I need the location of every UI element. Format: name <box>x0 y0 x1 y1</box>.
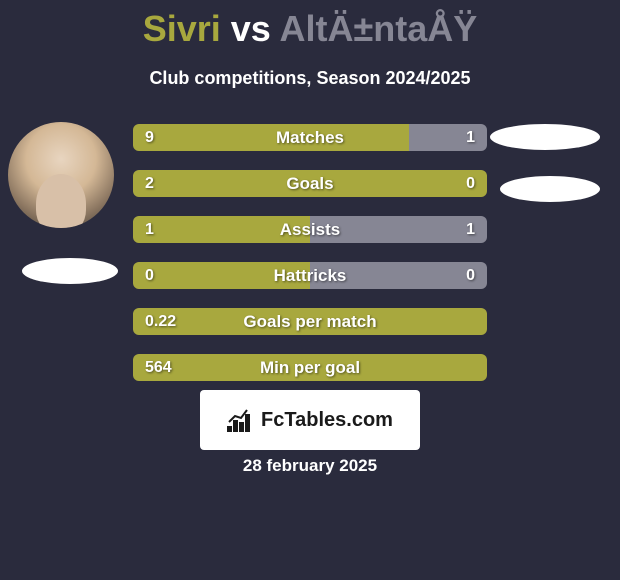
stat-value-left: 9 <box>145 124 154 151</box>
stat-label: Matches <box>133 124 487 151</box>
stat-label: Min per goal <box>133 354 487 381</box>
stat-value-right: 0 <box>466 262 475 289</box>
branding-badge: FcTables.com <box>200 390 420 450</box>
title-vs: vs <box>231 8 271 49</box>
stat-label: Assists <box>133 216 487 243</box>
stat-row: Matches9 1 <box>133 124 487 151</box>
stat-row: Min per goal564 <box>133 354 487 381</box>
player1-shadow <box>22 258 118 284</box>
player2-shadow-bottom <box>500 176 600 202</box>
subtitle: Club competitions, Season 2024/2025 <box>0 68 620 89</box>
stat-row: Hattricks0 0 <box>133 262 487 289</box>
stat-value-right: 1 <box>466 216 475 243</box>
stat-value-left: 0.22 <box>145 308 176 335</box>
stat-value-left: 564 <box>145 354 172 381</box>
title-player2: AltÄ±ntaÅŸ <box>280 8 478 49</box>
date-text: 28 february 2025 <box>0 456 620 476</box>
stats-container: Matches91Goals20Assists11Hattricks00Goal… <box>133 124 487 400</box>
player2-shadow-top <box>490 124 600 150</box>
stat-label: Goals per match <box>133 308 487 335</box>
stat-value-right: 0 <box>466 170 475 197</box>
stat-row: Assists1 1 <box>133 216 487 243</box>
stat-row: Goals2 0 <box>133 170 487 197</box>
stat-value-left: 0 <box>145 262 154 289</box>
branding-text: FcTables.com <box>261 409 393 432</box>
stat-value-left: 1 <box>145 216 154 243</box>
stat-label: Goals <box>133 170 487 197</box>
title-player1: Sivri <box>143 8 221 49</box>
stat-value-right: 1 <box>466 124 475 151</box>
stat-row: Goals per match0.22 <box>133 308 487 335</box>
page-title: Sivri vs AltÄ±ntaÅŸ <box>0 0 620 50</box>
branding-icon <box>227 408 255 432</box>
stat-value-left: 2 <box>145 170 154 197</box>
stat-label: Hattricks <box>133 262 487 289</box>
player1-avatar <box>8 122 114 228</box>
